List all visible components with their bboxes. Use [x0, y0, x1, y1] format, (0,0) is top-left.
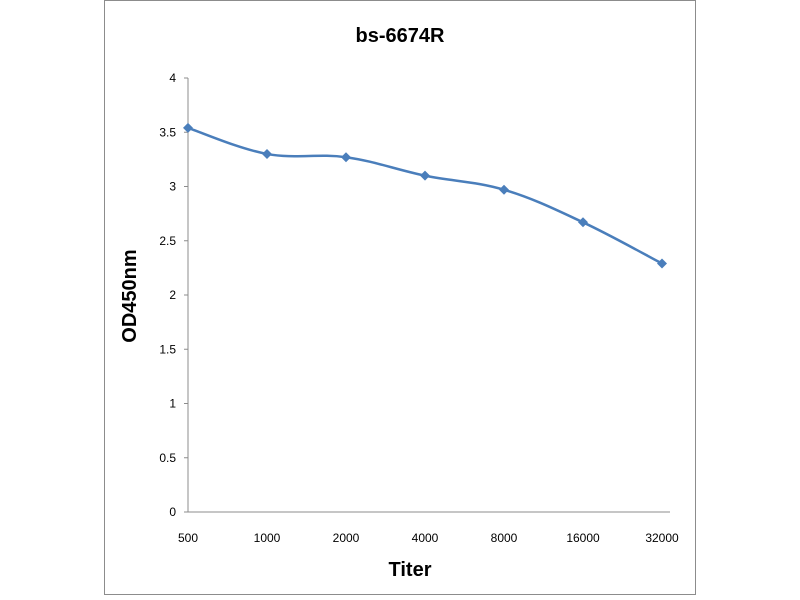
y-tick-label: 3.5 — [159, 125, 176, 139]
data-point-marker — [341, 152, 351, 163]
data-point-marker — [499, 184, 509, 195]
axes-group — [187, 78, 670, 513]
x-tick-label: 4000 — [412, 531, 439, 545]
data-point-marker — [420, 170, 430, 181]
x-tick-label: 32000 — [645, 531, 679, 545]
chart-area-frame — [104, 0, 696, 595]
y-tick-label: 0 — [169, 505, 176, 519]
x-tick-label: 8000 — [491, 531, 518, 545]
y-tick-label: 0.5 — [159, 451, 176, 465]
y-tick-label: 1 — [169, 397, 176, 411]
x-tick-label: 500 — [178, 531, 198, 545]
data-point-marker — [578, 217, 588, 228]
y-tick-label: 3 — [169, 180, 176, 194]
series-group — [183, 122, 667, 269]
data-point-marker — [262, 148, 272, 159]
y-tick-label: 2 — [169, 288, 176, 302]
y-axis-title: OD450nm — [119, 249, 141, 342]
chart-title: bs-6674R — [356, 25, 445, 47]
x-tick-label: 1000 — [254, 531, 281, 545]
y-tick-label: 4 — [169, 71, 176, 85]
y-tick-label: 1.5 — [159, 342, 176, 356]
series-line — [187, 126, 663, 265]
y-tick-labels: 0 0.5 1 1.5 2 2.5 3 3.5 4 — [159, 71, 188, 519]
x-tick-label: 2000 — [333, 531, 360, 545]
data-point-marker — [183, 122, 193, 133]
y-tick-label: 2.5 — [159, 234, 176, 248]
x-tick-label: 16000 — [566, 531, 600, 545]
x-axis-title: Titer — [389, 559, 432, 581]
x-tick-labels: 500 1000 2000 4000 8000 16000 32000 — [178, 531, 679, 545]
data-point-marker — [657, 258, 667, 269]
